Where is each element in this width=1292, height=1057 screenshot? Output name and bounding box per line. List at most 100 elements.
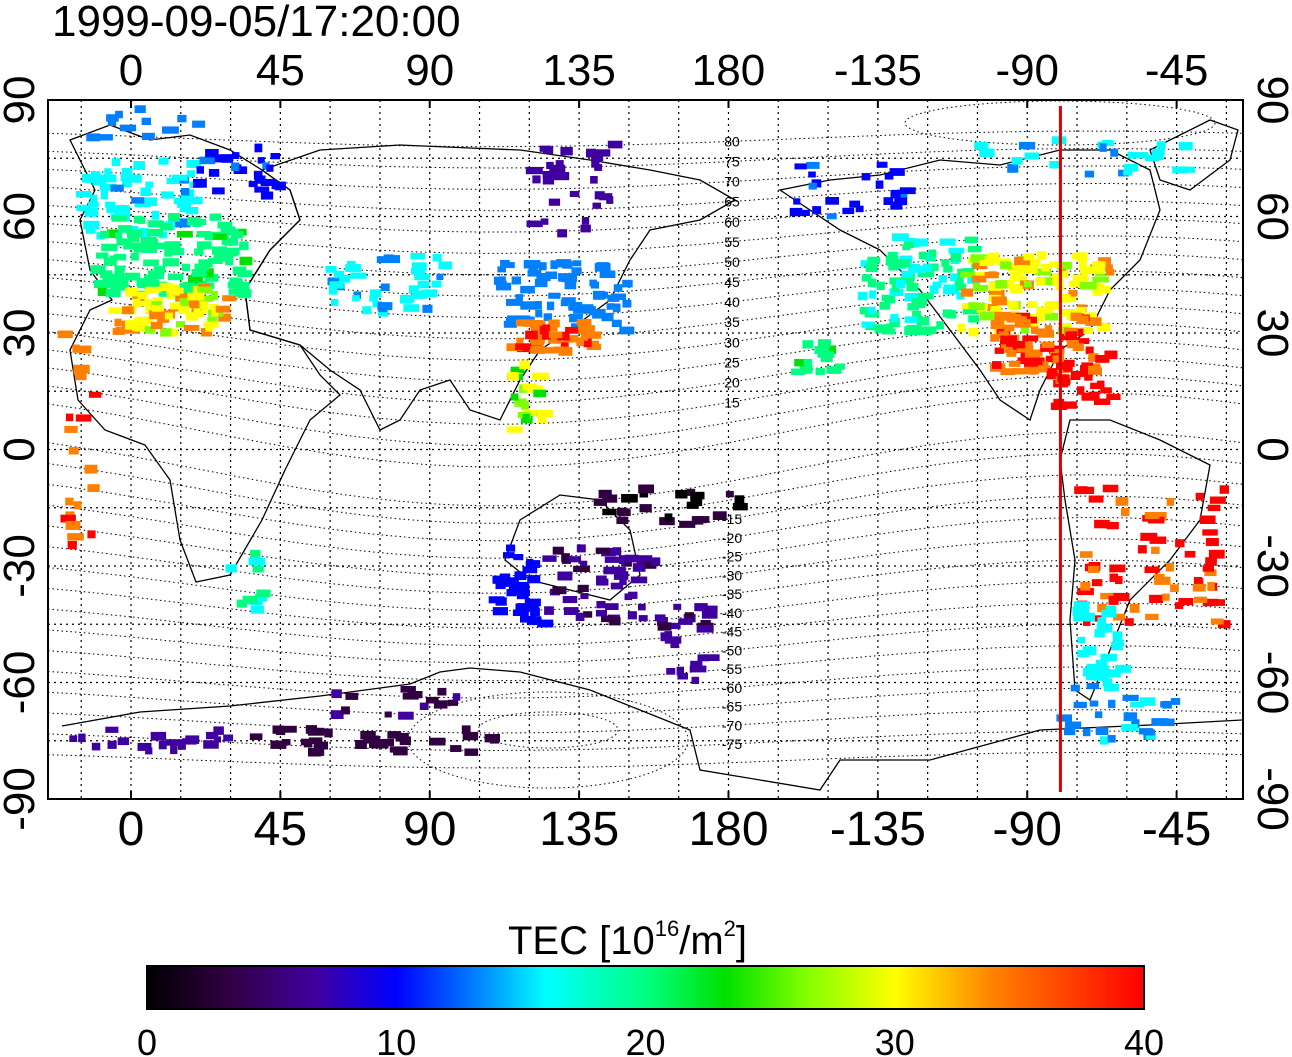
tec-observation-patches bbox=[57, 105, 1231, 757]
tec-patch bbox=[695, 516, 710, 523]
tec-patch bbox=[408, 285, 419, 294]
tec-patch bbox=[141, 117, 151, 125]
tec-patch bbox=[1195, 492, 1204, 501]
tec-patch bbox=[1149, 536, 1167, 544]
tec-patch bbox=[67, 533, 84, 541]
tec-patch bbox=[309, 727, 325, 734]
tec-patch bbox=[506, 426, 523, 433]
tec-patch bbox=[260, 191, 274, 200]
tec-patch bbox=[637, 555, 653, 565]
tec-patch bbox=[159, 282, 174, 291]
tec-patch bbox=[1023, 366, 1040, 375]
tec-patch bbox=[1202, 598, 1219, 607]
tec-patch bbox=[896, 279, 906, 288]
tec-patch bbox=[538, 262, 547, 271]
tec-patch bbox=[1004, 345, 1021, 353]
tec-patch bbox=[602, 508, 617, 516]
tec-patch bbox=[1073, 601, 1090, 610]
tec-patch bbox=[67, 540, 77, 550]
tec-patch bbox=[1106, 268, 1115, 276]
top-lon-tick-label: 45 bbox=[256, 46, 305, 95]
tec-patch bbox=[179, 206, 190, 213]
top-lon-tick-label: -135 bbox=[834, 46, 922, 95]
tec-patch bbox=[164, 312, 174, 320]
tec-patch bbox=[1000, 261, 1012, 270]
tec-patch bbox=[1135, 152, 1149, 159]
tec-patch bbox=[1049, 161, 1061, 169]
tec-patch bbox=[1074, 486, 1088, 495]
tec-patch bbox=[331, 689, 342, 699]
tec-patch bbox=[90, 194, 98, 203]
tec-patch bbox=[164, 248, 173, 257]
tec-patch bbox=[859, 306, 869, 315]
left-lat-tick-label: -30 bbox=[0, 534, 44, 598]
tec-patch bbox=[185, 312, 199, 321]
tec-patch bbox=[236, 599, 248, 608]
tec-patch bbox=[1105, 605, 1117, 613]
tec-patch bbox=[1144, 566, 1160, 573]
tec-patch bbox=[341, 706, 350, 715]
tec-patch bbox=[569, 190, 580, 197]
tec-patch bbox=[1010, 271, 1023, 281]
tec-patch bbox=[196, 231, 211, 238]
tec-patch bbox=[553, 346, 570, 353]
tec-patch bbox=[560, 341, 569, 349]
tec-patch bbox=[422, 304, 433, 313]
australia-outline bbox=[504, 494, 641, 601]
tec-patch bbox=[270, 153, 281, 160]
tec-patch bbox=[101, 243, 118, 251]
tec-patch bbox=[222, 295, 237, 302]
tec-patch bbox=[531, 603, 539, 613]
magnetic-contour bbox=[47, 751, 1244, 769]
tec-patch bbox=[539, 145, 552, 152]
tec-patch bbox=[526, 558, 534, 567]
tec-patch bbox=[339, 274, 351, 283]
tec-patch bbox=[1079, 281, 1097, 290]
tec-patch bbox=[461, 725, 471, 735]
tec-patch bbox=[1207, 582, 1215, 591]
tec-patch bbox=[205, 323, 214, 332]
north-america-outline bbox=[778, 149, 1161, 422]
tec-patch bbox=[555, 160, 564, 168]
tec-patch bbox=[593, 290, 606, 300]
tec-patch bbox=[419, 702, 429, 710]
tec-patch bbox=[506, 544, 516, 552]
tec-patch bbox=[1079, 260, 1087, 269]
tec-patch bbox=[1106, 521, 1119, 530]
tec-patch bbox=[573, 305, 582, 314]
left-lat-tick-label: -60 bbox=[0, 651, 44, 715]
tec-patch bbox=[1057, 374, 1070, 383]
tec-patch bbox=[113, 253, 127, 261]
tec-patch bbox=[522, 319, 534, 327]
tec-patch bbox=[1066, 331, 1077, 341]
tec-patch bbox=[857, 291, 868, 301]
tec-patch bbox=[65, 521, 81, 530]
tec-patch bbox=[619, 326, 635, 335]
tec-patch bbox=[651, 557, 661, 566]
tec-patch bbox=[1124, 618, 1134, 626]
tec-patch bbox=[1170, 698, 1181, 705]
tec-patch bbox=[527, 575, 541, 584]
tec-patch bbox=[170, 745, 178, 755]
magnetic-contour bbox=[47, 392, 1244, 468]
tec-patch bbox=[191, 269, 207, 277]
tec-patch bbox=[1115, 575, 1123, 585]
tec-patch bbox=[1076, 315, 1089, 325]
tec-patch bbox=[345, 692, 359, 700]
tec-patch bbox=[1068, 289, 1078, 297]
tec-patch bbox=[562, 596, 578, 604]
tec-patch bbox=[254, 143, 263, 153]
tec-patch bbox=[628, 591, 638, 599]
tec-patch bbox=[1094, 665, 1110, 673]
tec-patch bbox=[1089, 700, 1099, 707]
magnetic-latitude-label: -25 bbox=[722, 549, 742, 565]
tec-patch bbox=[502, 580, 515, 587]
tec-patch bbox=[204, 274, 219, 282]
tec-patch bbox=[1076, 306, 1086, 314]
tec-patch bbox=[690, 660, 703, 669]
tec-patch bbox=[1096, 624, 1113, 633]
tec-patch bbox=[901, 270, 914, 278]
greenland-outline bbox=[1149, 119, 1239, 191]
tec-patch bbox=[818, 339, 832, 347]
tec-patch bbox=[1085, 312, 1097, 321]
